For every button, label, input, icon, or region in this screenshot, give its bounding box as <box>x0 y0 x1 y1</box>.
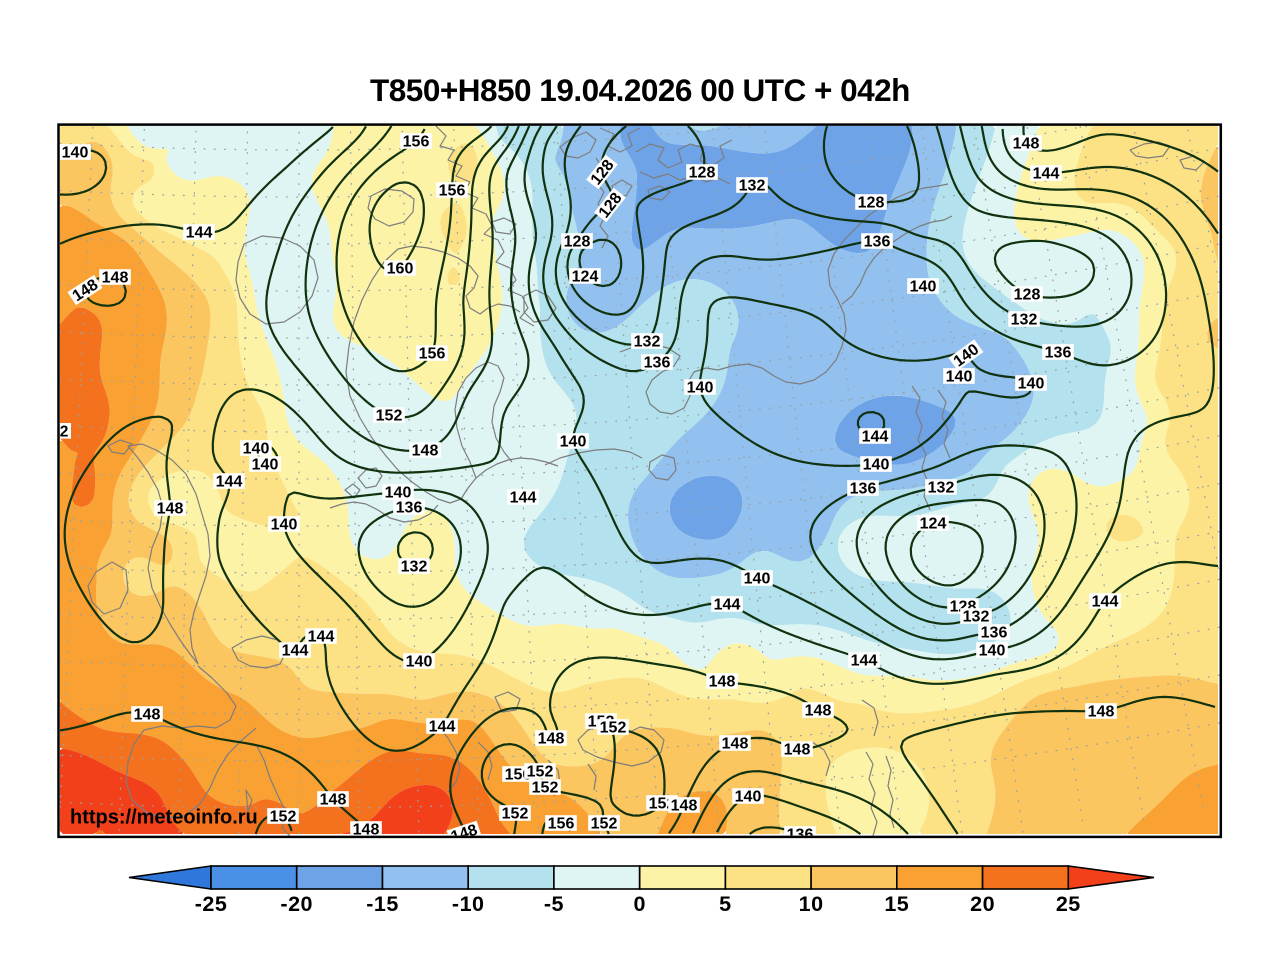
svg-text:136: 136 <box>1045 344 1072 361</box>
svg-text:160: 160 <box>387 260 414 277</box>
svg-text:140: 140 <box>243 440 270 457</box>
svg-text:140: 140 <box>946 368 973 385</box>
svg-text:148: 148 <box>671 797 698 814</box>
svg-text:156: 156 <box>419 345 446 362</box>
svg-text:152: 152 <box>376 407 403 424</box>
svg-text:140: 140 <box>735 788 762 805</box>
svg-text:2: 2 <box>60 424 69 441</box>
svg-text:148: 148 <box>1088 703 1115 720</box>
svg-text:-25: -25 <box>195 892 228 916</box>
svg-text:152: 152 <box>532 779 559 796</box>
svg-text:132: 132 <box>1011 311 1038 328</box>
svg-text:148: 148 <box>412 442 439 459</box>
svg-text:148: 148 <box>102 269 129 286</box>
svg-text:124: 124 <box>920 515 947 532</box>
svg-text:152: 152 <box>591 815 618 832</box>
svg-text:144: 144 <box>851 652 878 669</box>
svg-text:15: 15 <box>884 892 909 916</box>
svg-text:140: 140 <box>406 653 433 670</box>
svg-text:-20: -20 <box>280 892 313 916</box>
svg-text:144: 144 <box>282 642 309 659</box>
svg-text:124: 124 <box>572 268 599 285</box>
svg-text:152: 152 <box>600 719 627 736</box>
svg-text:5: 5 <box>719 892 731 916</box>
svg-text:156: 156 <box>548 815 575 832</box>
svg-text:132: 132 <box>928 479 955 496</box>
svg-text:140: 140 <box>385 484 412 501</box>
svg-text:148: 148 <box>1013 135 1040 152</box>
svg-text:148: 148 <box>157 500 184 517</box>
svg-text:144: 144 <box>714 596 741 613</box>
svg-text:140: 140 <box>744 570 771 587</box>
svg-text:10: 10 <box>799 892 824 916</box>
svg-text:144: 144 <box>1033 165 1060 182</box>
svg-text:128: 128 <box>858 194 885 211</box>
svg-text:140: 140 <box>1018 375 1045 392</box>
svg-text:25: 25 <box>1056 892 1081 916</box>
svg-text:136: 136 <box>981 624 1008 641</box>
svg-text:148: 148 <box>538 730 565 747</box>
svg-text:144: 144 <box>862 428 889 445</box>
svg-text:20: 20 <box>970 892 995 916</box>
svg-text:140: 140 <box>863 456 890 473</box>
svg-text:132: 132 <box>401 558 428 575</box>
svg-text:148: 148 <box>709 673 736 690</box>
svg-text:144: 144 <box>510 489 537 506</box>
svg-text:136: 136 <box>850 480 877 497</box>
svg-text:132: 132 <box>634 333 661 350</box>
svg-text:140: 140 <box>687 379 714 396</box>
svg-text:140: 140 <box>271 516 298 533</box>
svg-text:136: 136 <box>864 233 891 250</box>
svg-text:T850+H850 19.04.2026 00 UTC +: T850+H850 19.04.2026 00 UTC + 042h <box>370 72 910 108</box>
svg-text:128: 128 <box>564 233 591 250</box>
svg-text:132: 132 <box>963 608 990 625</box>
svg-text:140: 140 <box>62 144 89 161</box>
svg-text:140: 140 <box>910 278 937 295</box>
svg-text:148: 148 <box>784 741 811 758</box>
svg-text:140: 140 <box>979 642 1006 659</box>
svg-text:156: 156 <box>439 182 466 199</box>
svg-text:144: 144 <box>1092 593 1119 610</box>
svg-text:156: 156 <box>403 133 430 150</box>
svg-text:152: 152 <box>527 763 554 780</box>
svg-text:144: 144 <box>429 718 456 735</box>
svg-text:144: 144 <box>308 628 335 645</box>
svg-text:-10: -10 <box>452 892 485 916</box>
svg-text:148: 148 <box>353 821 380 838</box>
svg-text:148: 148 <box>805 702 832 719</box>
svg-text:144: 144 <box>216 473 243 490</box>
svg-text:144: 144 <box>186 224 213 241</box>
svg-text:128: 128 <box>689 164 716 181</box>
svg-text:148: 148 <box>320 791 347 808</box>
svg-text:-5: -5 <box>544 892 564 916</box>
svg-text:148: 148 <box>722 735 749 752</box>
svg-text:140: 140 <box>560 433 587 450</box>
svg-text:0: 0 <box>633 892 645 916</box>
svg-text:140: 140 <box>252 456 279 473</box>
svg-text:148: 148 <box>134 706 161 723</box>
svg-text:152: 152 <box>270 808 297 825</box>
svg-text:132: 132 <box>739 177 766 194</box>
svg-text:128: 128 <box>1014 286 1041 303</box>
svg-text:136: 136 <box>787 826 814 843</box>
svg-text:136: 136 <box>396 499 423 516</box>
svg-text:-15: -15 <box>366 892 399 916</box>
svg-text:https://meteoinfo.ru: https://meteoinfo.ru <box>70 807 258 829</box>
svg-text:136: 136 <box>644 354 671 371</box>
svg-text:152: 152 <box>502 805 529 822</box>
